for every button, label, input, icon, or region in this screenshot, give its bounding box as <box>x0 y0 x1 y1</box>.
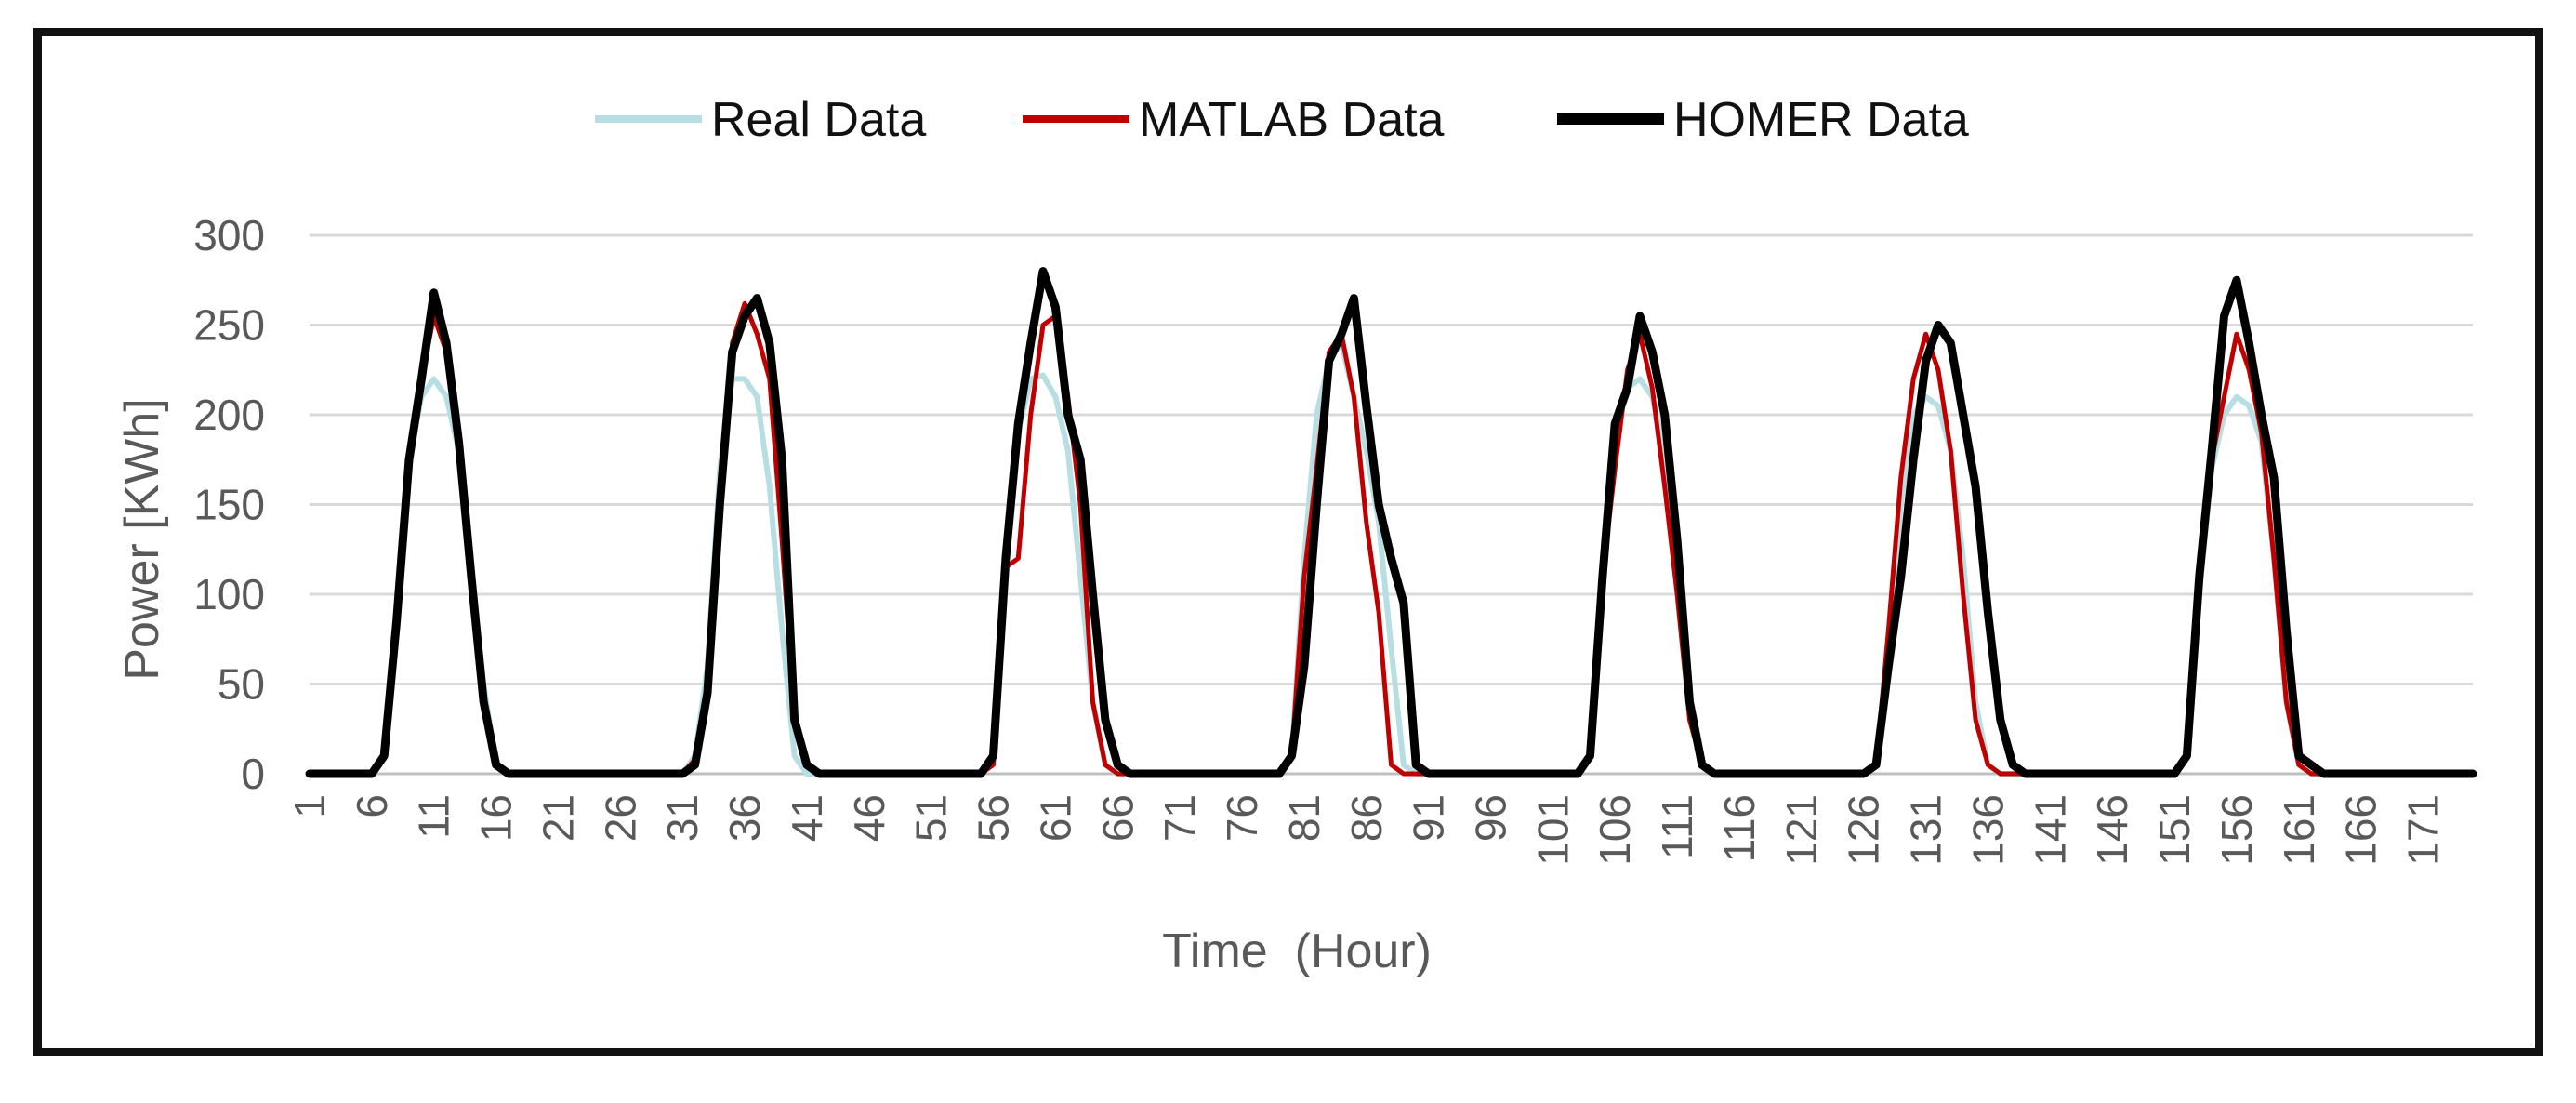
x-tick-label: 46 <box>845 794 893 842</box>
y-tick-label: 150 <box>193 481 265 529</box>
x-tick-label: 21 <box>534 794 582 842</box>
x-tick-label: 151 <box>2150 794 2199 866</box>
x-axis-title: Time (Hour) <box>1162 924 1432 978</box>
y-tick-label: 300 <box>193 211 265 259</box>
x-tick-label: 36 <box>720 794 769 842</box>
gridlines <box>310 233 2473 776</box>
x-tick-label: 76 <box>1218 794 1266 842</box>
x-tick-label: 146 <box>2088 794 2136 866</box>
x-tick-label: 116 <box>1715 794 1764 862</box>
x-tick-label: 41 <box>783 794 831 842</box>
x-tick-label: 131 <box>1902 794 1950 866</box>
y-tick-label: 0 <box>241 750 265 798</box>
x-tick-label: 121 <box>1777 794 1826 866</box>
x-tick-label: 56 <box>970 794 1018 842</box>
x-tick-label: 101 <box>1528 794 1577 866</box>
x-tick-label: 96 <box>1466 794 1514 842</box>
x-tick-label: 141 <box>2026 794 2074 866</box>
x-tick-label: 6 <box>348 794 396 818</box>
series-line-homer-data <box>305 267 2477 778</box>
y-tick-label: 200 <box>193 391 265 439</box>
legend-label-real-data: Real Data <box>711 93 926 147</box>
x-tick-label: 11 <box>410 794 458 839</box>
x-tick-label: 111 <box>1653 794 1701 859</box>
y-axis-ticks: 0 50 100 150 200 250 300 <box>193 211 265 798</box>
x-tick-label: 31 <box>658 794 707 842</box>
x-tick-label: 51 <box>907 794 956 842</box>
y-axis-title: Power [KWh] <box>115 398 169 680</box>
x-tick-label: 91 <box>1405 794 1453 842</box>
chart-frame <box>33 28 2543 1056</box>
y-tick-label: 100 <box>193 570 265 618</box>
legend: Real Data MATLAB Data HOMER Data <box>595 93 1969 147</box>
x-tick-label: 1 <box>285 794 334 818</box>
legend-label-homer-data: HOMER Data <box>1673 93 1969 147</box>
x-tick-label: 166 <box>2337 794 2385 866</box>
x-tick-label: 156 <box>2213 794 2261 866</box>
x-tick-label: 171 <box>2399 794 2448 866</box>
x-tick-label: 26 <box>596 794 644 842</box>
x-tick-label: 71 <box>1156 794 1204 842</box>
x-tick-label: 16 <box>472 794 521 842</box>
series-line-matlab-data <box>307 300 2476 777</box>
x-tick-label: 66 <box>1093 794 1142 842</box>
y-tick-label: 250 <box>193 301 265 350</box>
x-tick-label: 106 <box>1591 794 1639 866</box>
x-axis-ticks: 1 6 11 16 21 26 31 36 41 46 51 56 61 66 71 76 81 86 91 96 10… <box>285 794 2448 866</box>
x-tick-label: 86 <box>1342 794 1391 842</box>
x-tick-label: 161 <box>2275 794 2323 866</box>
x-tick-label: 81 <box>1280 794 1328 842</box>
x-tick-label: 61 <box>1031 794 1079 842</box>
legend-label-matlab-data: MATLAB Data <box>1139 93 1445 147</box>
series-layer <box>305 267 2477 778</box>
x-tick-label: 136 <box>1963 794 2012 866</box>
x-tick-label: 126 <box>1840 794 1888 866</box>
y-tick-label: 50 <box>218 660 265 709</box>
